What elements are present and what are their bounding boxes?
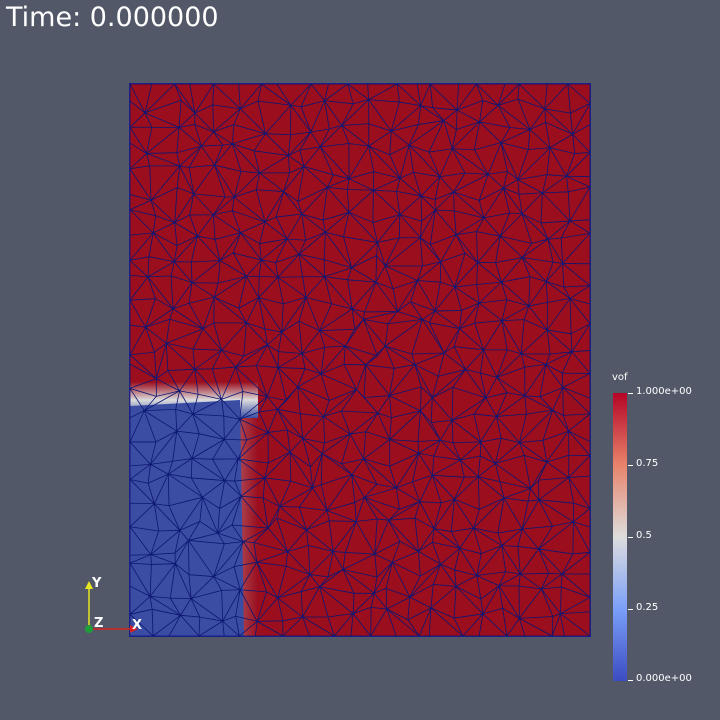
colorbar-tick [628, 465, 633, 466]
colorbar-label-min: 0.000e+00 [636, 673, 692, 685]
colorbar-label-05: 0.5 [636, 530, 652, 542]
render-viewport[interactable] [130, 84, 590, 636]
colorbar-tick [628, 680, 633, 681]
legend-title: vof [612, 372, 628, 383]
axis-x-label: X [132, 618, 142, 633]
colorbar-tick [628, 537, 633, 538]
axis-y-label: Y [92, 576, 101, 591]
time-label: Time: 0.000000 [6, 2, 219, 34]
colorbar-label-075: 0.75 [636, 458, 658, 470]
colorbar-label-025: 0.25 [636, 602, 658, 614]
colorbar-label-max: 1.000e+00 [636, 386, 692, 398]
colorbar-tick [628, 609, 633, 610]
orientation-axes: Y X Z [80, 572, 150, 642]
mesh-plot [130, 84, 590, 636]
colorbar-tick [628, 393, 633, 394]
colorbar [613, 393, 627, 681]
axis-z-label: Z [94, 616, 103, 631]
